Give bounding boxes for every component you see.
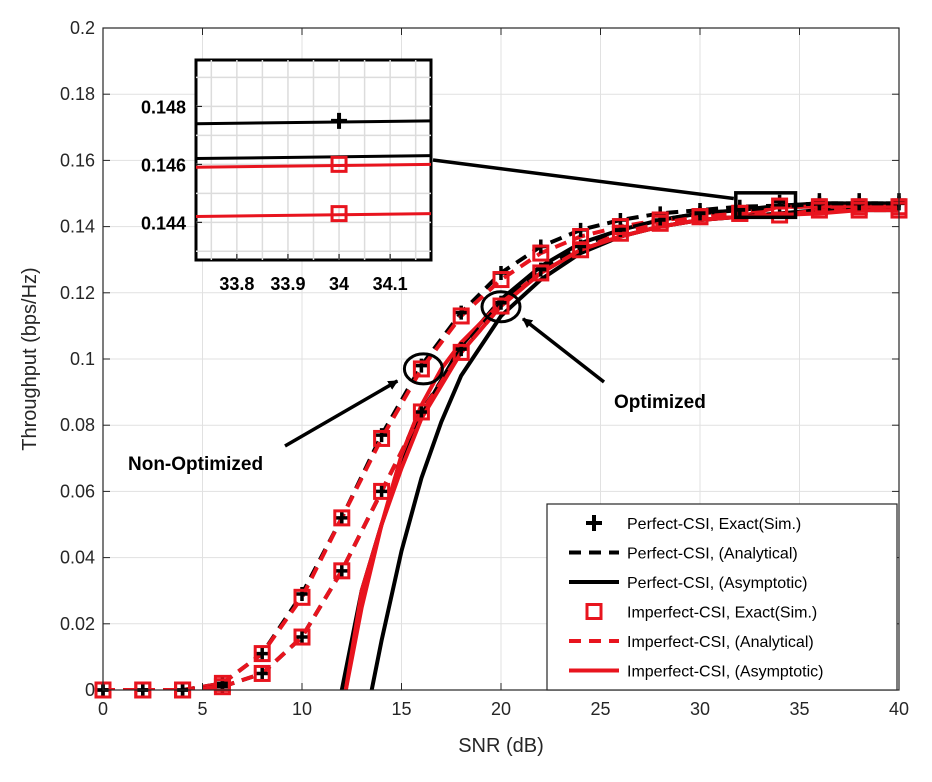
y-tick-label: 0.04 bbox=[60, 548, 95, 568]
inset-series-line bbox=[196, 119, 431, 126]
square-marker bbox=[253, 664, 271, 682]
inset-connector bbox=[432, 158, 735, 201]
square-marker bbox=[492, 271, 510, 289]
x-tick-label: 35 bbox=[789, 699, 809, 719]
legend-swatch-plus bbox=[586, 515, 602, 531]
plus-marker bbox=[255, 646, 270, 661]
square-marker bbox=[771, 197, 789, 215]
square-marker bbox=[412, 403, 430, 421]
square-marker bbox=[651, 214, 669, 232]
y-tick-label: 0.08 bbox=[60, 415, 95, 435]
legend-entry: Imperfect-CSI, Exact(Sim.) bbox=[585, 603, 817, 622]
inset-x-tick-label: 33.9 bbox=[270, 274, 305, 294]
square-marker bbox=[452, 307, 470, 325]
x-tick-label: 10 bbox=[292, 699, 312, 719]
x-tick-label: 40 bbox=[889, 699, 909, 719]
legend-entry: Imperfect-CSI, (Analytical) bbox=[569, 634, 814, 651]
square-marker bbox=[810, 201, 828, 219]
non-optimized-arrow bbox=[284, 379, 399, 448]
y-tick-label: 0.18 bbox=[60, 84, 95, 104]
legend-swatch-square bbox=[585, 603, 603, 620]
inset-square-marker bbox=[330, 205, 348, 223]
y-tick-label: 0.16 bbox=[60, 150, 95, 170]
square-marker bbox=[532, 244, 550, 262]
legend-entry: Perfect-CSI, (Asymptotic) bbox=[569, 575, 807, 592]
square-marker bbox=[850, 201, 868, 219]
legend-label: Imperfect-CSI, Exact(Sim.) bbox=[627, 605, 817, 622]
inset-y-tick-label: 0.148 bbox=[141, 97, 186, 117]
inset-zoom-plot: 33.8 33.9 34 34.1 0.144 0.146 0.148 bbox=[141, 58, 798, 294]
y-tick-label: 0.1 bbox=[70, 349, 95, 369]
x-tick-label: 15 bbox=[391, 699, 411, 719]
x-tick-label: 30 bbox=[690, 699, 710, 719]
square-marker bbox=[293, 628, 311, 646]
plus-marker bbox=[295, 630, 309, 645]
square-marker bbox=[731, 204, 749, 222]
plus-marker bbox=[334, 510, 349, 525]
x-tick-label: 20 bbox=[491, 699, 511, 719]
annotations: Non-Optimized Optimized bbox=[128, 290, 706, 475]
plus-marker bbox=[255, 666, 270, 681]
y-tick-label: 0.02 bbox=[60, 614, 95, 634]
square-marker bbox=[253, 645, 271, 663]
inset-x-tick-label: 33.8 bbox=[219, 274, 254, 294]
optimized-ellipse bbox=[480, 290, 522, 324]
square-marker bbox=[492, 297, 510, 315]
inset-square-marker bbox=[330, 155, 348, 173]
y-tick-label: 0.14 bbox=[60, 217, 95, 237]
legend-label: Imperfect-CSI, (Asymptotic) bbox=[627, 664, 823, 681]
y-axis-label: Throughput (bps/Hz) bbox=[19, 267, 41, 450]
inset-series-line bbox=[196, 212, 431, 219]
optimized-label: Optimized bbox=[614, 392, 706, 413]
square-marker bbox=[611, 224, 629, 242]
x-tick-label: 0 bbox=[98, 699, 108, 719]
square-marker bbox=[373, 482, 391, 500]
square-marker bbox=[293, 588, 311, 606]
inset-series-line bbox=[196, 154, 431, 161]
square-marker bbox=[412, 360, 430, 378]
plus-marker bbox=[334, 563, 349, 578]
legend-label: Perfect-CSI, Exact(Sim.) bbox=[627, 516, 801, 533]
y-tick-label: 0.06 bbox=[60, 481, 95, 501]
zoom-region-box bbox=[734, 191, 798, 220]
x-tick-label: 5 bbox=[197, 699, 207, 719]
inset-plus-marker bbox=[331, 112, 348, 129]
inset-x-tick-label: 34.1 bbox=[373, 274, 408, 294]
y-tick-label: 0.2 bbox=[70, 18, 95, 38]
plus-marker bbox=[414, 404, 429, 419]
x-axis-label: SNR (dB) bbox=[458, 735, 544, 757]
legend-box bbox=[546, 503, 898, 691]
square-marker bbox=[333, 562, 351, 580]
square-marker bbox=[213, 678, 231, 696]
legend-label: Imperfect-CSI, (Analytical) bbox=[627, 634, 814, 651]
square-marker bbox=[333, 509, 351, 527]
square-marker bbox=[452, 343, 470, 361]
legend-entry: Perfect-CSI, Exact(Sim.) bbox=[586, 515, 801, 533]
square-marker bbox=[691, 208, 709, 226]
axes: 0 5 10 15 20 25 30 35 40 0 0.02 0.04 0.06 0.08 0.1 0.12… bbox=[60, 18, 909, 719]
inset-y-tick-label: 0.144 bbox=[141, 213, 186, 233]
y-tick-label: 0.12 bbox=[60, 283, 95, 303]
optimized-arrow bbox=[521, 317, 606, 384]
plus-marker bbox=[374, 484, 389, 499]
non-optimized-label: Non-Optimized bbox=[128, 454, 263, 475]
inset-y-tick-label: 0.146 bbox=[141, 155, 186, 175]
legend-label: Perfect-CSI, (Asymptotic) bbox=[627, 575, 807, 592]
inset-x-tick-label: 34 bbox=[329, 274, 349, 294]
legend-label: Perfect-CSI, (Analytical) bbox=[627, 546, 798, 563]
square-marker bbox=[572, 241, 590, 259]
legend-entry: Perfect-CSI, (Analytical) bbox=[569, 546, 798, 563]
legend: Perfect-CSI, Exact(Sim.) Perfect-CSI, (An… bbox=[546, 503, 898, 691]
non-optimized-ellipse bbox=[402, 352, 444, 386]
square-marker bbox=[373, 429, 391, 447]
square-marker bbox=[532, 264, 550, 282]
legend-entry: Imperfect-CSI, (Asymptotic) bbox=[569, 664, 823, 681]
y-tick-label: 0 bbox=[85, 680, 95, 700]
inset-series-line bbox=[196, 162, 431, 169]
x-tick-label: 25 bbox=[590, 699, 610, 719]
series-layer bbox=[94, 193, 908, 699]
series-optimized-marker-square bbox=[94, 201, 908, 699]
square-marker bbox=[771, 206, 789, 224]
